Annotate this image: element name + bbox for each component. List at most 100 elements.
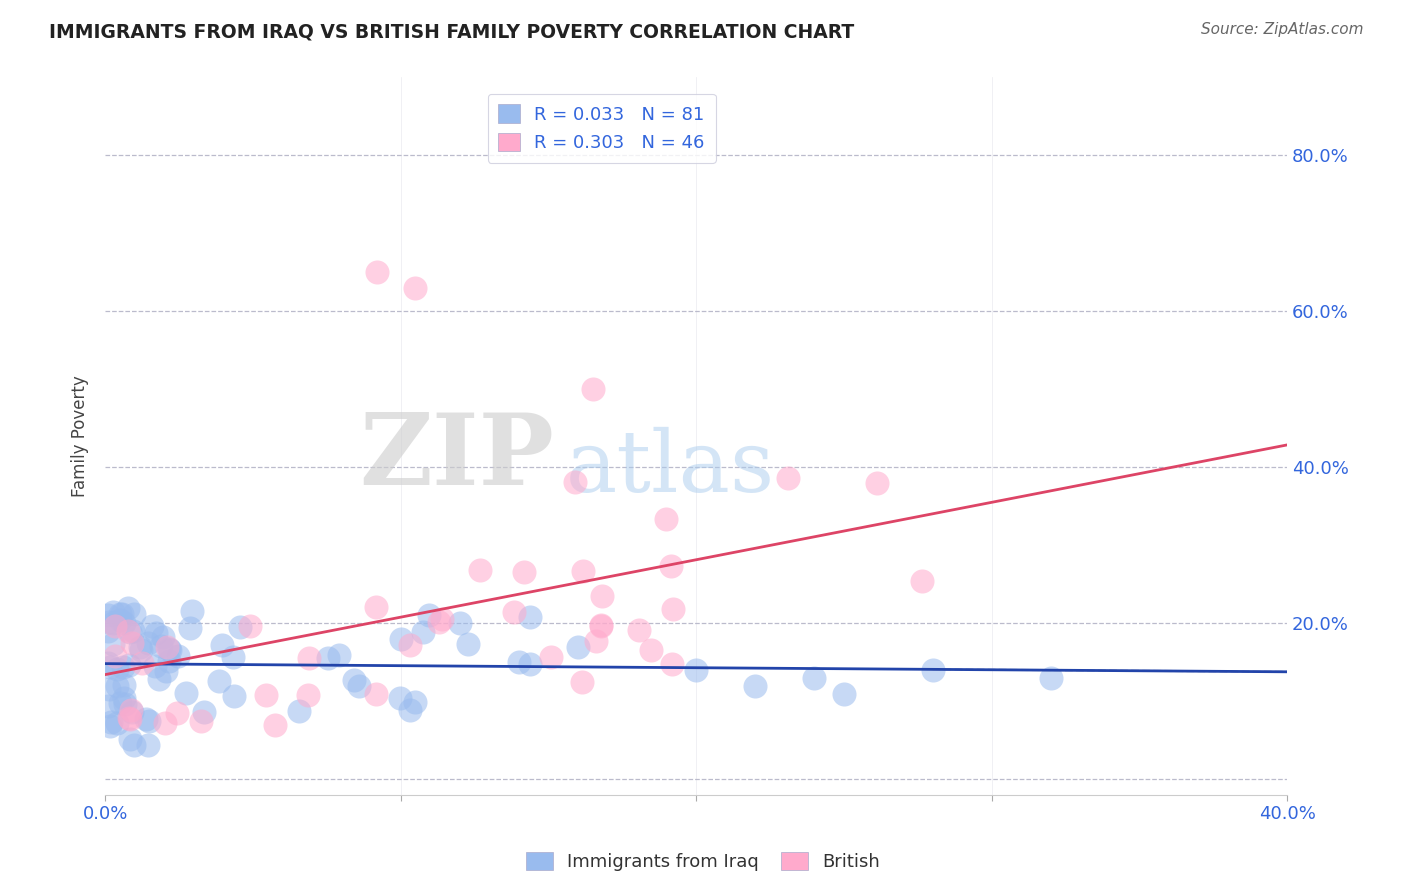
Point [118,712,141,726]
Point [589,618,612,632]
Point [156,640,179,655]
Point [347,679,370,693]
Point [571,674,593,689]
Point [108,613,131,627]
Point [145,625,167,640]
Point [457,637,479,651]
Point [97,607,120,622]
Point [398,703,420,717]
Point [911,574,934,589]
Point [389,632,412,646]
Point [519,657,541,672]
Point [111,607,134,622]
Point [921,663,943,677]
Point [508,656,530,670]
Point [108,607,131,622]
Point [105,679,128,693]
Text: IMMIGRANTS FROM IRAQ VS BRITISH FAMILY POVERTY CORRELATION CHART: IMMIGRANTS FROM IRAQ VS BRITISH FAMILY P… [49,22,855,41]
Point [297,688,319,702]
Point [388,691,411,706]
Point [136,636,159,650]
Point [655,512,678,526]
Point [398,638,420,652]
Point [112,615,135,630]
Point [152,630,174,644]
Point [582,383,605,397]
Point [121,705,143,719]
Point [211,638,233,652]
Point [157,641,180,656]
Point [208,673,231,688]
Point [97,624,120,638]
Point [118,711,141,725]
Point [143,658,166,673]
Point [193,705,215,719]
Point [803,671,825,685]
Point [366,265,388,279]
Point [129,640,152,654]
Point [122,624,145,638]
Point [503,605,526,619]
Point [571,564,593,578]
Point [567,640,589,654]
Point [662,601,685,615]
Point [512,566,534,580]
Point [404,281,426,295]
Point [470,563,492,577]
Y-axis label: Family Poverty: Family Poverty [72,376,89,497]
Point [104,649,127,664]
Point [112,678,135,692]
Point [640,643,662,657]
Point [222,689,245,703]
Point [264,717,287,731]
Point [98,659,121,673]
Point [166,648,188,663]
Point [418,608,440,623]
Point [166,706,188,721]
Point [412,624,434,639]
Point [117,658,139,673]
Point [591,618,613,632]
Point [519,610,541,624]
Point [121,636,143,650]
Point [343,673,366,687]
Point [288,704,311,718]
Point [97,698,120,713]
Point [328,648,350,663]
Point [135,712,157,726]
Point [111,660,134,674]
Point [120,703,142,717]
Point [97,615,120,629]
Point [101,605,124,619]
Point [404,695,426,709]
Point [98,719,121,733]
Point [254,688,277,702]
Legend: Immigrants from Iraq, British: Immigrants from Iraq, British [519,845,887,879]
Point [97,681,120,696]
Point [176,686,198,700]
Point [122,607,145,622]
Point [540,649,562,664]
Point [366,687,388,701]
Point [628,623,651,637]
Point [112,691,135,706]
Point [181,604,204,618]
Legend: R = 0.033   N = 81, R = 0.303   N = 46: R = 0.033 N = 81, R = 0.303 N = 46 [488,94,716,163]
Point [744,679,766,693]
Point [778,471,800,485]
Point [157,654,180,668]
Point [585,634,607,648]
Point [1039,671,1062,685]
Point [179,621,201,635]
Point [685,663,707,677]
Point [832,687,855,701]
Point [105,715,128,730]
Point [131,656,153,670]
Point [659,558,682,573]
Text: atlas: atlas [567,427,775,510]
Point [661,657,683,671]
Point [430,612,453,626]
Point [120,624,142,639]
Point [117,624,139,638]
Point [122,738,145,752]
